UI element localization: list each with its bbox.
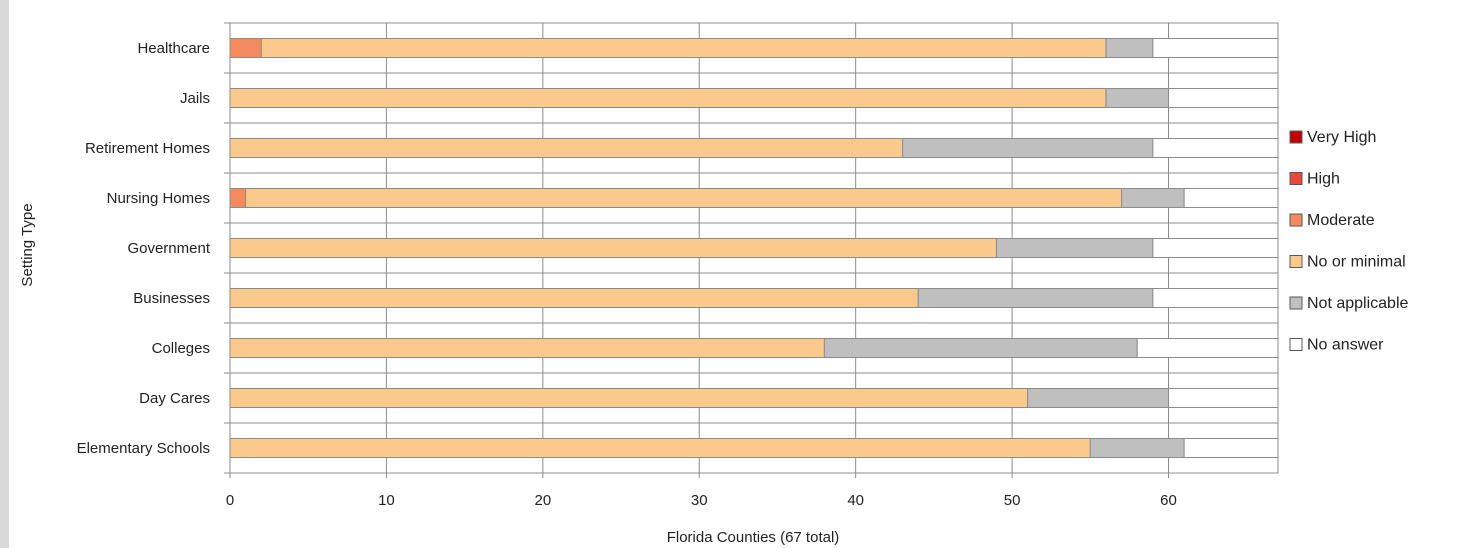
label-layer: 0 10 20 30 40 50 60 Healthcare Jails Retirement H… xyxy=(77,40,1177,509)
y-category-label: Healthcare xyxy=(137,40,210,57)
legend-swatch xyxy=(1289,213,1303,227)
x-tick-label: 20 xyxy=(534,492,551,509)
bar-segment-moderate xyxy=(229,188,247,208)
bar-segment-not-applicable xyxy=(917,288,1154,308)
bar-segment-no-or-minimal xyxy=(229,88,1107,108)
legend-swatch xyxy=(1289,296,1303,310)
legend-label: High xyxy=(1307,171,1340,188)
bar-segment-no-or-minimal xyxy=(260,38,1107,58)
left-border-strip xyxy=(0,0,9,548)
legend-swatch xyxy=(1289,130,1303,144)
y-category-label: Government xyxy=(127,240,210,257)
bar-segment-no-or-minimal xyxy=(229,438,1091,458)
legend-swatch xyxy=(1289,172,1303,185)
bar-segment-no-answer xyxy=(1183,188,1279,208)
bar-segment-not-applicable xyxy=(1105,38,1154,58)
legend-label: No or minimal xyxy=(1307,254,1406,271)
bar-segment-no-answer xyxy=(1168,88,1279,108)
y-category-label: Elementary Schools xyxy=(77,440,210,457)
bar-segment-no-answer xyxy=(1168,388,1279,408)
y-category-label: Nursing Homes xyxy=(107,190,210,207)
bar-segment-no-or-minimal xyxy=(229,338,825,358)
bar-segment-no-or-minimal xyxy=(229,288,919,308)
x-axis-title: Florida Counties (67 total) xyxy=(667,529,840,546)
x-tick-label: 10 xyxy=(378,492,395,509)
legend-label: No answer xyxy=(1307,337,1384,354)
bar-segment-not-applicable xyxy=(902,138,1154,158)
legend-label: Moderate xyxy=(1307,212,1375,229)
legend: Very High High Moderate No or minimal Not ap… xyxy=(1289,129,1409,354)
bar-segment-no-or-minimal xyxy=(229,238,997,258)
bar-segment-no-answer xyxy=(1183,438,1279,458)
bar-segment-not-applicable xyxy=(1121,188,1185,208)
bar-segment-not-applicable xyxy=(995,238,1154,258)
x-tick-label: 40 xyxy=(847,492,864,509)
bar-segment-no-answer xyxy=(1136,338,1279,358)
bar-segment-no-answer xyxy=(1152,288,1279,308)
bar-segment-no-answer xyxy=(1152,38,1279,58)
bar-segment-no-or-minimal xyxy=(245,188,1123,208)
y-category-label: Colleges xyxy=(152,340,210,357)
bar-segment-no-or-minimal xyxy=(229,388,1029,408)
bar-segment-no-or-minimal xyxy=(229,138,904,158)
y-axis-title: Setting Type xyxy=(19,203,36,286)
bar-segment-not-applicable xyxy=(1027,388,1170,408)
axis-layer xyxy=(224,22,1170,478)
bar-segment-no-answer xyxy=(1152,138,1279,158)
y-category-label: Jails xyxy=(180,90,210,107)
x-tick-label: 60 xyxy=(1160,492,1177,509)
bar-segment-not-applicable xyxy=(1105,88,1170,108)
legend-swatch xyxy=(1289,255,1303,268)
bar-layer xyxy=(229,38,1279,458)
legend-swatch xyxy=(1289,338,1303,351)
x-tick-label: 30 xyxy=(691,492,708,509)
y-category-label: Day Cares xyxy=(139,390,210,407)
x-tick-label: 0 xyxy=(226,492,234,509)
bar-segment-no-answer xyxy=(1152,238,1279,258)
x-tick-label: 50 xyxy=(1004,492,1021,509)
y-category-label: Businesses xyxy=(133,290,210,307)
legend-label: Very High xyxy=(1307,129,1376,146)
bar-segment-not-applicable xyxy=(823,338,1138,358)
bar-segment-not-applicable xyxy=(1089,438,1185,458)
bar-segment-moderate xyxy=(229,38,262,58)
y-category-label: Retirement Homes xyxy=(85,140,210,157)
legend-label: Not applicable xyxy=(1307,295,1409,312)
